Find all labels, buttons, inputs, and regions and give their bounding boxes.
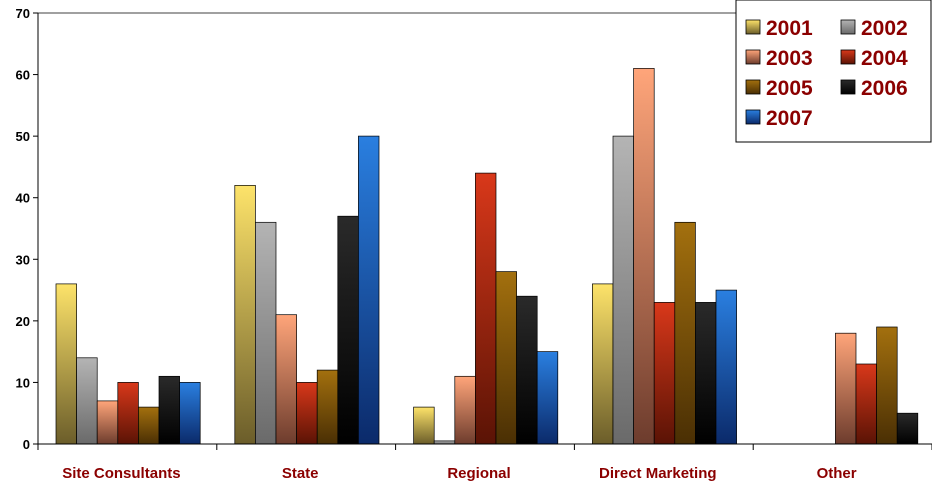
bar-2001-regional (413, 406, 435, 445)
legend-swatch-2005 (745, 79, 761, 95)
bar-2003-direct-marketing (633, 68, 655, 445)
legend: 2001 2002 2003 2004 2005 2006 2007 (735, 0, 932, 143)
legend-swatch-2007 (745, 109, 761, 125)
bar-2001-site-consultants (55, 283, 77, 445)
bar-2004-state (296, 382, 318, 445)
bar-2006-site-consultants (158, 375, 180, 445)
y-tick-label: 30 (16, 252, 30, 267)
legend-label-2007: 2007 (766, 107, 813, 130)
bar-2001-direct-marketing (592, 283, 614, 445)
y-tick-label: 40 (16, 191, 30, 206)
y-tick-label: 0 (23, 437, 30, 452)
x-category-label: Regional (447, 465, 510, 482)
bar-2005-state (316, 369, 339, 445)
legend-swatch-2002 (840, 19, 856, 35)
plot-area (55, 68, 919, 445)
legend-swatch-2003 (745, 49, 761, 65)
bar-2003-other (835, 332, 857, 445)
bar-2004-other (855, 363, 877, 445)
x-category-label: Other (817, 465, 857, 482)
bar-2004-site-consultants (117, 382, 139, 445)
legend-box (735, 0, 932, 143)
legend-label-2006: 2006 (861, 77, 908, 100)
bar-2007-direct-marketing (715, 289, 737, 445)
legend-swatch-2004 (840, 49, 856, 65)
bar-2007-site-consultants (179, 382, 201, 445)
bar-2004-regional (475, 172, 497, 445)
bar-2005-regional (495, 271, 517, 445)
y-tick-label: 20 (16, 314, 30, 329)
legend-label-2005: 2005 (766, 77, 813, 100)
axes: 0 10 20 30 40 50 60 70 Site Consultants State Regi… (16, 6, 932, 482)
bar-2002-state (255, 221, 277, 445)
bar-2006-other (896, 412, 919, 445)
y-tick-label: 70 (16, 6, 30, 21)
bar-2006-regional (516, 295, 538, 445)
bar-2005-direct-marketing (674, 221, 696, 445)
legend-label-2003: 2003 (766, 47, 813, 70)
legend-label-2001: 2001 (766, 17, 813, 40)
bar-2001-state (234, 185, 256, 445)
y-tick-label: 50 (16, 129, 30, 144)
legend-label-2002: 2002 (861, 17, 908, 40)
bar-2005-site-consultants (138, 406, 160, 445)
legend-swatch-2001 (745, 19, 761, 35)
bar-2005-other (876, 326, 898, 445)
bar-2007-regional (536, 351, 559, 445)
bar-2004-direct-marketing (653, 302, 676, 445)
legend-label-2004: 2004 (861, 47, 908, 70)
bar-2003-site-consultants (96, 400, 119, 445)
legend-swatch-2006 (840, 79, 856, 95)
bar-2002-site-consultants (76, 357, 98, 445)
x-category-label: State (282, 465, 319, 482)
y-tick-label: 60 (16, 68, 30, 83)
bar-2003-regional (454, 375, 476, 445)
y-tick-label: 10 (16, 375, 30, 390)
bar-2003-state (275, 314, 297, 445)
bar-2006-state (337, 215, 359, 445)
bar-2002-direct-marketing (612, 135, 634, 445)
bar-2006-direct-marketing (695, 302, 717, 445)
x-category-label: Site Consultants (62, 465, 180, 482)
x-category-label: Direct Marketing (599, 465, 717, 482)
bar-2007-state (358, 135, 380, 445)
